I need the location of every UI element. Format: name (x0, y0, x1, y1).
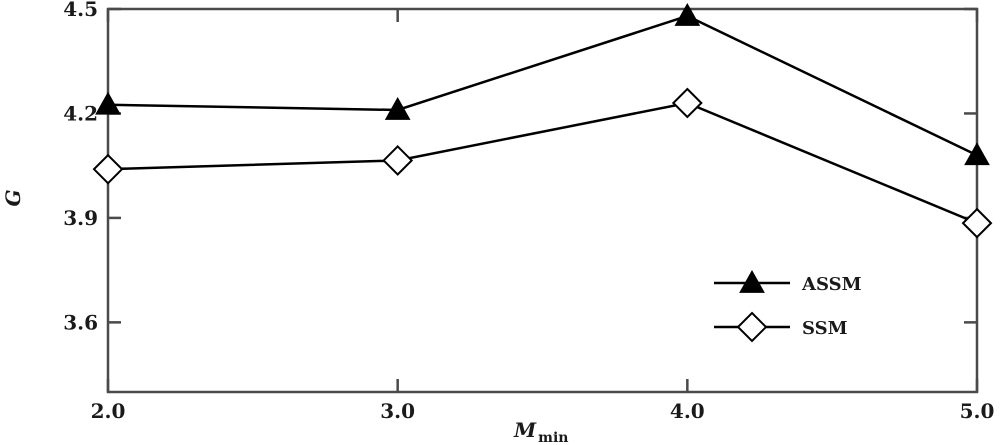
data-point (92, 153, 124, 185)
legend-item-ssm: SSM (714, 311, 848, 343)
x-axis-label-main: M (513, 418, 537, 442)
plot-border (106, 7, 979, 394)
series-line (107, 101, 978, 225)
data-point (674, 2, 701, 26)
x-axis-label-sub: min (538, 430, 568, 445)
data-point (964, 142, 990, 166)
y-tick-label: 3.6 (63, 310, 98, 334)
data-point (95, 91, 121, 115)
legend: ASSM SSM (714, 269, 862, 343)
y-axis-label: G (1, 189, 25, 206)
x-tick-label: 5.0 (960, 399, 995, 423)
series-ssm (92, 87, 993, 239)
legend-label: SSM (802, 318, 848, 339)
data-point (961, 207, 993, 239)
legend-label: ASSM (801, 274, 862, 295)
data-point (382, 145, 414, 176)
series-layer (92, 2, 993, 239)
axis-ticks: 2.0 3.0 4.0 5.0 3.6 3.9 4.2 4.5 (63, 0, 994, 423)
y-tick-label: 3.9 (63, 206, 98, 230)
data-point (384, 96, 411, 120)
plot-frame (106, 7, 979, 394)
y-tick-label: 4.5 (63, 0, 98, 21)
data-point (671, 87, 703, 119)
series-assm (95, 2, 990, 166)
legend-marker (739, 269, 765, 293)
series-line (107, 14, 978, 157)
y-tick-label: 4.2 (63, 101, 98, 125)
legend-marker (736, 311, 768, 343)
x-tick-label: 4.0 (670, 399, 705, 423)
x-tick-label: 3.0 (380, 399, 415, 423)
x-tick-label: 2.0 (91, 399, 126, 423)
legend-item-assm: ASSM (714, 269, 862, 295)
